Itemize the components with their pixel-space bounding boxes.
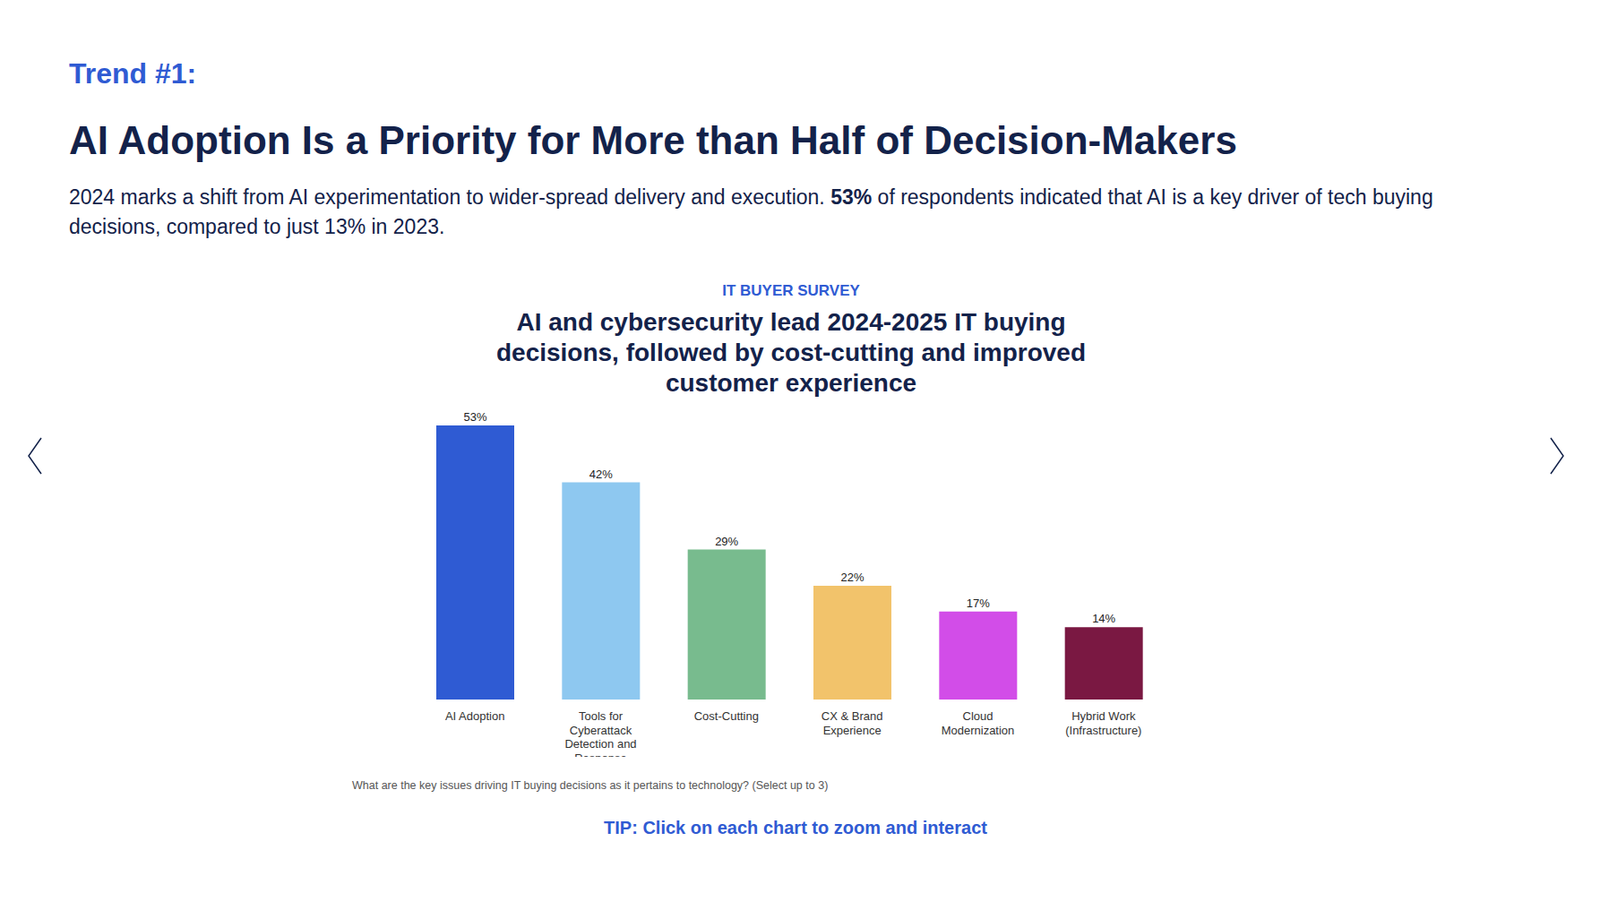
svg-text:42%: 42% — [589, 467, 613, 482]
svg-text:Hybrid Work(Infrastructure): Hybrid Work(Infrastructure) — [1065, 709, 1142, 738]
html-text:AI Adoption Is a Priority for: AI Adoption Is a Priority for More than … — [68, 118, 1238, 163]
svg-text:AI Adoption: AI Adoption — [445, 709, 506, 723]
svg-text:22%: 22% — [840, 570, 864, 585]
svg-text:14%: 14% — [1092, 611, 1116, 626]
svg-text:CloudModernization: CloudModernization — [941, 709, 1016, 738]
svg-text:Cost-Cutting: Cost-Cutting — [694, 709, 759, 723]
html-text:What are the key issues drivin: What are the key issues driving IT buyin… — [352, 779, 829, 792]
html-text:IT BUYER SURVEY: IT BUYER SURVEY — [722, 282, 860, 300]
svg-text:Tools forCyberattackDetection: Tools forCyberattackDetection andRespons… — [564, 709, 637, 757]
html-text:Trend #1:: Trend #1: — [68, 57, 197, 90]
html-text:TIP: Click on each chart to zo: TIP: Click on each chart to zoom and int… — [603, 817, 988, 838]
svg-text:CX & BrandExperience: CX & BrandExperience — [821, 709, 884, 738]
html-text:2024 marks a shift from AI exp: 2024 marks a shift from AI experimentati… — [68, 185, 1434, 239]
html-text:AI and cybersecurity lead 2024: AI and cybersecurity lead 2024-2025 IT b… — [496, 308, 1086, 397]
svg-text:53%: 53% — [463, 410, 487, 424]
svg-text:29%: 29% — [714, 534, 739, 549]
svg-text:17%: 17% — [966, 596, 990, 611]
